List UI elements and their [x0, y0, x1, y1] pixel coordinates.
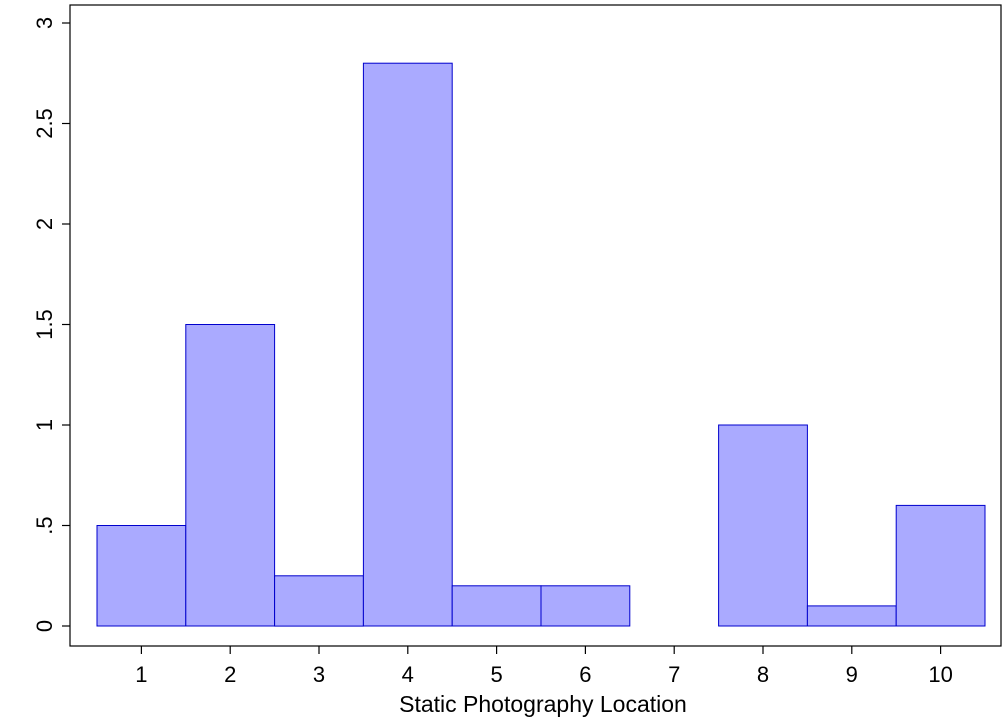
x-tick-label-8: 8 [757, 662, 769, 687]
bars-group [96, 62, 986, 627]
x-tick-label-4: 4 [402, 662, 414, 687]
plot-frame [69, 4, 1002, 647]
y-tick-label-1.5: 1.5 [32, 309, 57, 340]
x-tick-label-1: 1 [135, 662, 147, 687]
y-tick-label-3: 3 [32, 17, 57, 29]
y-axis: 0 .5 1 1.5 2 2.5 3 [32, 17, 70, 632]
x-tick-label-5: 5 [490, 662, 502, 687]
y-tick-label-2: 2 [32, 218, 57, 230]
x-axis-title: Static Photography Location [399, 691, 687, 717]
x-tick-label-9: 9 [846, 662, 858, 687]
x-tick-label-10: 10 [928, 662, 952, 687]
y-tick-label-2.5: 2.5 [32, 108, 57, 139]
bar-6 [540, 585, 631, 627]
x-tick-label-7: 7 [668, 662, 680, 687]
bar-10 [895, 504, 986, 627]
x-tick-label-2: 2 [224, 662, 236, 687]
bar-9 [806, 605, 897, 627]
bar-4 [362, 62, 453, 627]
bar-8 [718, 424, 808, 627]
x-tick-label-6: 6 [579, 662, 591, 687]
x-axis: 1 2 3 4 5 6 7 8 9 10 [135, 646, 953, 687]
x-tick-label-3: 3 [313, 662, 325, 687]
y-tick-label-.5: .5 [32, 516, 57, 534]
y-tick-label-1: 1 [32, 419, 57, 431]
bar-5 [451, 585, 542, 627]
bar-2 [185, 324, 276, 627]
y-tick-label-0: 0 [32, 620, 57, 632]
bar-3 [274, 575, 364, 627]
bar-1 [96, 525, 187, 627]
